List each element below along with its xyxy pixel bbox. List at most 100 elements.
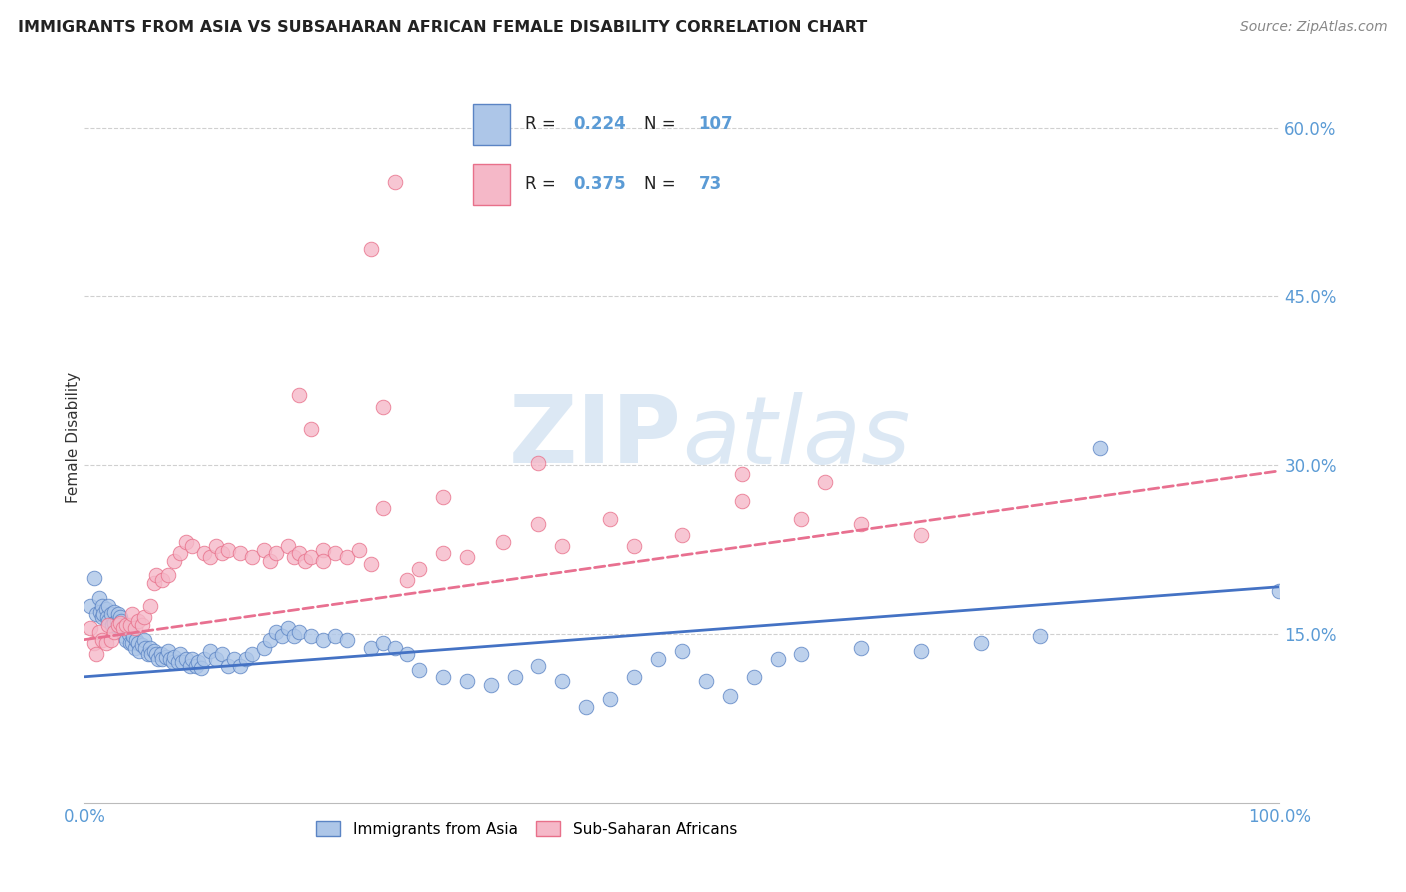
Point: [121, 636, 143, 650]
Point: [96, 610, 118, 624]
Point: [503, 670, 526, 684]
Point: [360, 640, 382, 655]
Point: [103, 624, 125, 639]
Point: [93, 607, 115, 621]
Point: [136, 647, 159, 661]
Point: [142, 644, 165, 658]
Point: [731, 494, 754, 508]
Point: [408, 562, 430, 576]
Point: [217, 658, 239, 673]
Point: [527, 516, 550, 531]
Point: [124, 621, 146, 635]
Point: [288, 546, 311, 560]
Point: [312, 632, 335, 647]
Point: [91, 632, 114, 647]
Point: [336, 550, 359, 565]
Point: [551, 674, 574, 689]
Point: [259, 632, 281, 647]
Point: [145, 568, 167, 582]
Point: [125, 632, 148, 647]
Point: [396, 647, 419, 661]
Point: [187, 655, 209, 669]
Point: [718, 689, 741, 703]
Point: [110, 615, 132, 630]
Point: [408, 663, 430, 677]
Point: [166, 655, 188, 669]
Point: [94, 602, 117, 616]
Point: [155, 649, 177, 664]
Point: [373, 636, 395, 650]
Point: [94, 636, 117, 650]
Point: [91, 610, 114, 624]
Point: [103, 615, 125, 630]
Point: [128, 644, 150, 658]
Point: [172, 655, 194, 669]
Point: [211, 546, 233, 560]
Point: [264, 624, 287, 639]
Point: [229, 658, 252, 673]
Point: [325, 629, 347, 643]
Point: [131, 638, 153, 652]
Point: [851, 516, 873, 531]
Point: [479, 678, 502, 692]
Point: [117, 627, 139, 641]
Point: [139, 599, 162, 613]
Point: [301, 629, 323, 643]
Point: [301, 422, 323, 436]
Point: [1029, 629, 1052, 643]
Point: [432, 670, 454, 684]
Text: atlas: atlas: [682, 392, 910, 483]
Point: [83, 571, 105, 585]
Point: [294, 554, 316, 568]
Point: [111, 621, 134, 635]
Point: [205, 539, 228, 553]
Point: [205, 652, 228, 666]
Point: [599, 512, 621, 526]
Point: [695, 674, 717, 689]
Point: [193, 652, 215, 666]
Point: [115, 632, 138, 647]
Point: [432, 546, 454, 560]
Point: [432, 490, 454, 504]
Point: [112, 629, 135, 643]
Point: [142, 576, 165, 591]
Point: [97, 614, 120, 628]
Point: [349, 542, 371, 557]
Point: [127, 636, 149, 650]
Point: [288, 624, 311, 639]
Point: [79, 599, 101, 613]
Point: [373, 500, 395, 515]
Point: [198, 550, 221, 565]
Point: [193, 546, 215, 560]
Point: [623, 670, 645, 684]
Point: [169, 546, 191, 560]
Point: [127, 614, 149, 628]
Point: [456, 550, 478, 565]
Point: [360, 242, 382, 256]
Point: [79, 621, 101, 635]
Point: [122, 629, 145, 643]
Point: [87, 624, 110, 639]
Point: [132, 610, 156, 624]
Point: [174, 534, 197, 549]
Point: [910, 644, 932, 658]
Point: [132, 632, 156, 647]
Point: [384, 640, 406, 655]
Point: [150, 652, 173, 666]
Point: [301, 550, 323, 565]
Point: [157, 568, 180, 582]
Point: [159, 652, 181, 666]
Point: [312, 542, 335, 557]
Point: [169, 647, 191, 661]
Point: [107, 607, 129, 621]
Point: [790, 512, 813, 526]
Point: [551, 539, 574, 553]
Point: [910, 528, 932, 542]
Point: [115, 621, 138, 635]
Point: [157, 644, 180, 658]
Point: [181, 652, 204, 666]
Point: [145, 647, 167, 661]
Point: [87, 591, 110, 605]
Point: [198, 644, 221, 658]
Point: [217, 542, 239, 557]
